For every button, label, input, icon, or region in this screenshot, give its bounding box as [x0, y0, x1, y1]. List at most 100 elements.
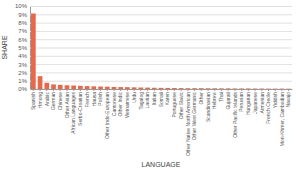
- x-tick: Scandinavian: [205, 89, 211, 122]
- bar: [58, 85, 63, 89]
- x-tick-label: French: [84, 92, 90, 108]
- x-tick: Japanese: [252, 89, 258, 114]
- tick-mark: [120, 89, 121, 91]
- x-tick: Arabic: [44, 89, 50, 106]
- x-tick-label: Other Indic: [117, 92, 123, 117]
- x-tick: Other: [198, 89, 204, 105]
- y-tick-label: 8%: [18, 20, 27, 26]
- bar: [199, 88, 204, 89]
- x-tick: Other Asian: [64, 89, 70, 118]
- x-tick: Other West Germanic: [191, 89, 197, 140]
- tick-mark: [93, 89, 94, 91]
- x-tick: French: [84, 89, 90, 108]
- tick-mark: [214, 89, 215, 91]
- x-tick: Vietnamese: [124, 89, 130, 118]
- grid-line: [30, 72, 292, 73]
- y-tick-label: 4%: [18, 53, 27, 59]
- y-tick-label: 10%: [15, 3, 28, 9]
- y-tick: 1%: [18, 78, 292, 84]
- tick-mark: [288, 89, 289, 91]
- x-tick: Cantonese: [111, 89, 117, 116]
- x-axis-line: [31, 89, 293, 90]
- bar: [112, 87, 117, 89]
- y-tick-label: 3%: [18, 62, 27, 68]
- bar: [233, 88, 238, 89]
- x-tick-label: Karen: [164, 92, 170, 106]
- x-tick: Tagalog: [138, 89, 144, 110]
- tick-mark: [194, 89, 195, 91]
- x-tick: Other Indic: [117, 89, 123, 116]
- bar: [186, 88, 191, 89]
- bar: [51, 84, 56, 89]
- tick-mark: [40, 89, 41, 91]
- bar: [145, 88, 150, 89]
- x-axis: SpanishHmongArabicGermanChineseOther Asi…: [30, 89, 292, 156]
- x-tick-label: Spanish: [30, 92, 36, 110]
- x-tick-label: Tagalog: [138, 92, 144, 110]
- x-tick-label: Gujarati: [225, 92, 231, 110]
- x-tick-label: Italian: [151, 92, 157, 106]
- x-tick: Navajo: [285, 89, 291, 108]
- bar: [98, 87, 103, 89]
- tick-mark: [154, 89, 155, 91]
- tick-mark: [73, 89, 74, 91]
- bar: [206, 88, 211, 89]
- bar: [286, 88, 291, 89]
- x-tick: Karen: [164, 89, 170, 105]
- x-tick: Serbo-Croatian: [77, 89, 83, 126]
- x-tick-label: Armenian: [259, 92, 265, 114]
- x-tick: Hebrew: [211, 89, 217, 109]
- bar: [165, 88, 170, 89]
- tick-mark: [66, 89, 67, 91]
- x-tick-label: Portuguese: [171, 92, 177, 118]
- x-tick-label: Other: [198, 92, 204, 105]
- x-tick: African Languages: [70, 89, 76, 134]
- tick-mark: [107, 89, 108, 91]
- x-tick: Polish: [97, 89, 103, 106]
- y-tick: 8%: [18, 20, 292, 26]
- grid-line: [30, 14, 292, 15]
- x-tick-label: Somali: [158, 92, 164, 107]
- bar: [226, 88, 231, 89]
- grid-line: [30, 39, 292, 40]
- bar: [280, 88, 285, 89]
- y-tick: 4%: [18, 53, 292, 59]
- bar: [65, 85, 70, 89]
- grid-line: [30, 23, 292, 24]
- bar: [246, 88, 251, 89]
- x-tick: Armenian: [259, 89, 265, 113]
- x-tick-label: German: [50, 92, 56, 110]
- x-tick: Other Indo-European: [104, 89, 110, 139]
- x-tick-label: Japanese: [252, 92, 258, 114]
- bar: [78, 86, 83, 89]
- tick-mark: [275, 89, 276, 91]
- x-tick: Other Pacific Islands: [232, 89, 238, 138]
- y-tick: 7%: [18, 28, 292, 34]
- bar: [118, 87, 123, 89]
- tick-mark: [113, 89, 114, 91]
- x-tick-label: Thai: [218, 92, 224, 102]
- y-tick: 6%: [18, 37, 292, 43]
- tick-mark: [187, 89, 188, 91]
- grid-line: [30, 48, 292, 49]
- x-tick-label: Arabic: [44, 92, 50, 107]
- grid-line: [30, 64, 292, 65]
- tick-mark: [53, 89, 54, 91]
- bar: [159, 88, 164, 89]
- grid-line: [30, 89, 292, 90]
- x-tick-label: Hausa: [91, 92, 97, 107]
- x-tick-label: Polish: [97, 92, 103, 106]
- bar: [105, 87, 110, 89]
- x-tick-label: Vietnamese: [124, 92, 130, 119]
- tick-mark: [261, 89, 262, 91]
- y-tick: 3%: [18, 62, 292, 68]
- bar: [71, 86, 76, 89]
- bar: [259, 88, 264, 89]
- y-tick: 10%: [15, 3, 292, 9]
- x-tick-label: Peruvian: [238, 92, 244, 112]
- x-tick-label: Navajo: [285, 92, 291, 108]
- bar: [253, 88, 258, 89]
- bar: [132, 87, 137, 89]
- x-axis-title: LANGUAGE: [142, 161, 181, 168]
- x-tick: Hmong: [37, 89, 43, 108]
